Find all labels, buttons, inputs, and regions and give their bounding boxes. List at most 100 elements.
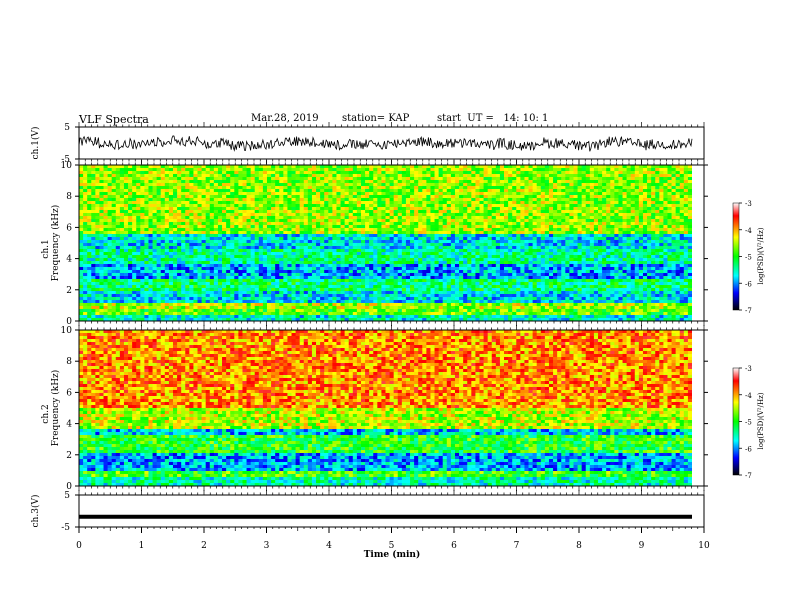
- ch1-spectrogram-cell: [275, 183, 280, 187]
- ch1-spectrogram-cell: [442, 225, 448, 229]
- ch1-spectrogram-cell: [160, 204, 166, 208]
- ch1-spectrogram-cell: [185, 222, 190, 226]
- ch1-spectrogram-cell: [291, 168, 296, 172]
- ch1-spectrogram-cell: [675, 255, 681, 259]
- ch1-spectrogram-cell: [123, 237, 129, 241]
- ch1-spectrogram-cell: [185, 210, 190, 214]
- ch1-spectrogram-cell: [262, 216, 268, 220]
- ch1-spectrogram-cell: [401, 240, 407, 244]
- ch1-spectrogram-cell: [577, 240, 583, 244]
- ch1-spectrogram-cell: [593, 246, 599, 250]
- ch1-spectrogram-cell: [177, 264, 182, 268]
- ch1-spectrogram-cell: [544, 168, 550, 172]
- ch1-spectrogram-cell: [344, 216, 350, 220]
- ch1-spectrogram-cell: [454, 195, 460, 199]
- ch1-spectrogram-cell: [630, 168, 636, 172]
- ch1-spectrogram-cell: [569, 192, 574, 196]
- ch1-spectrogram-cell: [467, 195, 472, 199]
- ch1-spectrogram-cell: [168, 237, 174, 241]
- ch1-spectrogram-cell: [115, 261, 121, 265]
- ch1-spectrogram-cell: [414, 192, 419, 196]
- ch1-spectrogram-cell: [675, 171, 681, 175]
- ch1-spectrogram-cell: [536, 165, 542, 169]
- ch1-spectrogram-cell: [422, 249, 427, 253]
- ch1-spectrogram-cell: [385, 192, 390, 196]
- ch1-spectrogram-cell: [213, 225, 219, 229]
- ch1-spectrogram-cell: [516, 222, 521, 226]
- ch1-spectrogram-cell: [557, 165, 562, 169]
- ch1-spectrogram-cell: [471, 255, 476, 259]
- ch1-spectrogram-cell: [271, 186, 276, 190]
- ch1-spectrogram-cell: [450, 174, 456, 178]
- ch1-spectrogram-cell: [344, 168, 350, 172]
- ch1-spectrogram-cell: [275, 255, 280, 259]
- ch1-spectrogram-cell: [499, 183, 505, 187]
- ch1-spectrogram-cell: [651, 219, 656, 223]
- ch1-spectrogram-cell: [103, 258, 109, 262]
- ch1-spectrogram-cell: [483, 249, 489, 253]
- ch1-spectrogram-cell: [193, 222, 198, 226]
- ch1-spectrogram-cell: [205, 225, 211, 229]
- ch1-spectrogram-cell: [495, 168, 501, 172]
- ch1-spectrogram-cell: [340, 165, 346, 169]
- ch1-spectrogram-cell: [242, 213, 247, 217]
- ch1-spectrogram-cell: [467, 261, 472, 265]
- ch1-spectrogram-cell: [475, 222, 480, 226]
- ch1-spectrogram-cell: [593, 249, 599, 253]
- ch1-spectrogram-cell: [528, 231, 534, 235]
- ch1-spectrogram-cell: [230, 252, 235, 256]
- ch1-spectrogram-cell: [651, 231, 656, 235]
- ch1-spectrogram-cell: [365, 261, 370, 265]
- ch1-spectrogram-cell: [271, 201, 276, 205]
- ch1-spectrogram-cell: [467, 225, 472, 229]
- ch1-spectrogram-cell: [226, 189, 231, 193]
- ch1-spectrogram-cell: [598, 213, 603, 217]
- ch1-spectrogram-cell: [659, 225, 664, 229]
- ch1-spectrogram-cell: [356, 186, 362, 190]
- ch1-spectrogram-cell: [303, 228, 309, 232]
- ch1-spectrogram-cell: [168, 189, 174, 193]
- ch1-spectrogram-cell: [483, 243, 489, 247]
- ch1-spectrogram-cell: [115, 186, 121, 190]
- ch1-spectrogram-cell: [508, 258, 513, 262]
- ch1-spectrogram-cell: [467, 168, 472, 172]
- ch1-spectrogram-cell: [373, 192, 378, 196]
- ch1-spectrogram-cell: [246, 219, 252, 223]
- ch1-spectrogram-cell: [544, 246, 550, 250]
- ch1-spectrogram-cell: [454, 252, 460, 256]
- ch1-spectrogram-cell: [209, 249, 215, 253]
- ch1-spectrogram-cell: [467, 249, 472, 253]
- ch1-spectrogram-cell: [91, 183, 96, 187]
- ch1-spectrogram-cell: [446, 249, 452, 253]
- ch1-spectrogram-cell: [393, 198, 399, 202]
- ch1-spectrogram-cell: [434, 228, 440, 232]
- ch1-spectrogram-cell: [328, 204, 333, 208]
- ch1-spectrogram-cell: [642, 228, 648, 232]
- ch1-spectrogram-cell: [275, 243, 280, 247]
- ch1-spectrogram-cell: [115, 195, 121, 199]
- ch1-spectrogram-cell: [164, 198, 170, 202]
- ch1-spectrogram-cell: [119, 171, 125, 175]
- ch1-spectrogram-cell: [430, 201, 435, 205]
- ch1-spectrogram-cell: [181, 237, 186, 241]
- ch1-spectrogram-cell: [311, 195, 317, 199]
- ch1-spectrogram-cell: [377, 174, 382, 178]
- ch1-spectrogram-cell: [295, 174, 301, 178]
- ch1-spectrogram-cell: [389, 255, 395, 259]
- ch1-spectrogram-cell: [475, 207, 480, 211]
- ch1-spectrogram-cell: [381, 204, 386, 208]
- ch1-spectrogram-cell: [528, 228, 534, 232]
- ch1-spectrogram-cell: [360, 198, 366, 202]
- ch1-spectrogram-cell: [475, 261, 480, 265]
- ch1-spectrogram-cell: [189, 219, 194, 223]
- ch1-spectrogram-cell: [479, 186, 484, 190]
- ch1-spectrogram-cell: [663, 240, 668, 244]
- ch1-spectrogram-cell: [577, 222, 583, 226]
- ch1-spectrogram-cell: [442, 195, 448, 199]
- ch1-spectrogram-cell: [667, 243, 672, 247]
- ch1-spectrogram-cell: [405, 204, 411, 208]
- ch1-spectrogram-cell: [144, 207, 149, 211]
- ch1-spectrogram-cell: [561, 243, 566, 247]
- ch1-spectrogram-cell: [299, 246, 305, 250]
- ch1-spectrogram-cell: [152, 177, 158, 181]
